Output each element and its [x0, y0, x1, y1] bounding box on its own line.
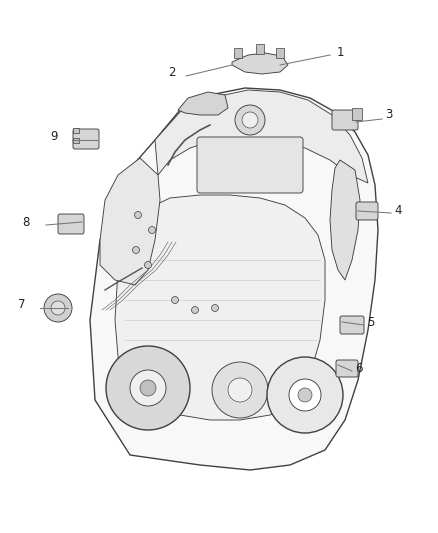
- Text: 1: 1: [337, 45, 345, 59]
- Bar: [73, 128, 79, 133]
- Circle shape: [130, 370, 166, 406]
- FancyBboxPatch shape: [197, 137, 303, 193]
- Text: 8: 8: [22, 215, 29, 229]
- Text: 2: 2: [168, 67, 176, 79]
- Text: 5: 5: [367, 316, 374, 328]
- Polygon shape: [90, 88, 378, 470]
- Bar: [276, 48, 284, 58]
- Circle shape: [51, 301, 65, 315]
- Polygon shape: [100, 158, 160, 285]
- Circle shape: [44, 294, 72, 322]
- Polygon shape: [115, 195, 325, 420]
- Text: 7: 7: [18, 298, 25, 311]
- Circle shape: [228, 378, 252, 402]
- Circle shape: [133, 246, 139, 254]
- FancyBboxPatch shape: [356, 202, 378, 220]
- Bar: [256, 44, 264, 54]
- Circle shape: [242, 112, 258, 128]
- Circle shape: [134, 212, 141, 219]
- Polygon shape: [232, 53, 288, 74]
- Circle shape: [145, 262, 152, 269]
- Text: 4: 4: [394, 204, 402, 216]
- Polygon shape: [178, 92, 228, 115]
- Circle shape: [212, 362, 268, 418]
- Bar: [234, 48, 242, 58]
- FancyBboxPatch shape: [332, 110, 358, 130]
- Text: 9: 9: [50, 131, 57, 143]
- Polygon shape: [330, 160, 360, 280]
- Circle shape: [148, 227, 155, 233]
- Bar: [352, 108, 362, 120]
- Text: 6: 6: [355, 361, 363, 375]
- Text: 3: 3: [385, 109, 392, 122]
- Circle shape: [106, 346, 190, 430]
- FancyBboxPatch shape: [58, 214, 84, 234]
- Circle shape: [267, 357, 343, 433]
- FancyBboxPatch shape: [73, 129, 99, 149]
- Polygon shape: [155, 90, 368, 183]
- Circle shape: [140, 380, 156, 396]
- Bar: [73, 138, 79, 143]
- FancyBboxPatch shape: [336, 360, 358, 377]
- Circle shape: [289, 379, 321, 411]
- Circle shape: [172, 296, 179, 303]
- FancyBboxPatch shape: [340, 316, 364, 334]
- Circle shape: [235, 105, 265, 135]
- Circle shape: [212, 304, 219, 311]
- Circle shape: [298, 388, 312, 402]
- Circle shape: [191, 306, 198, 313]
